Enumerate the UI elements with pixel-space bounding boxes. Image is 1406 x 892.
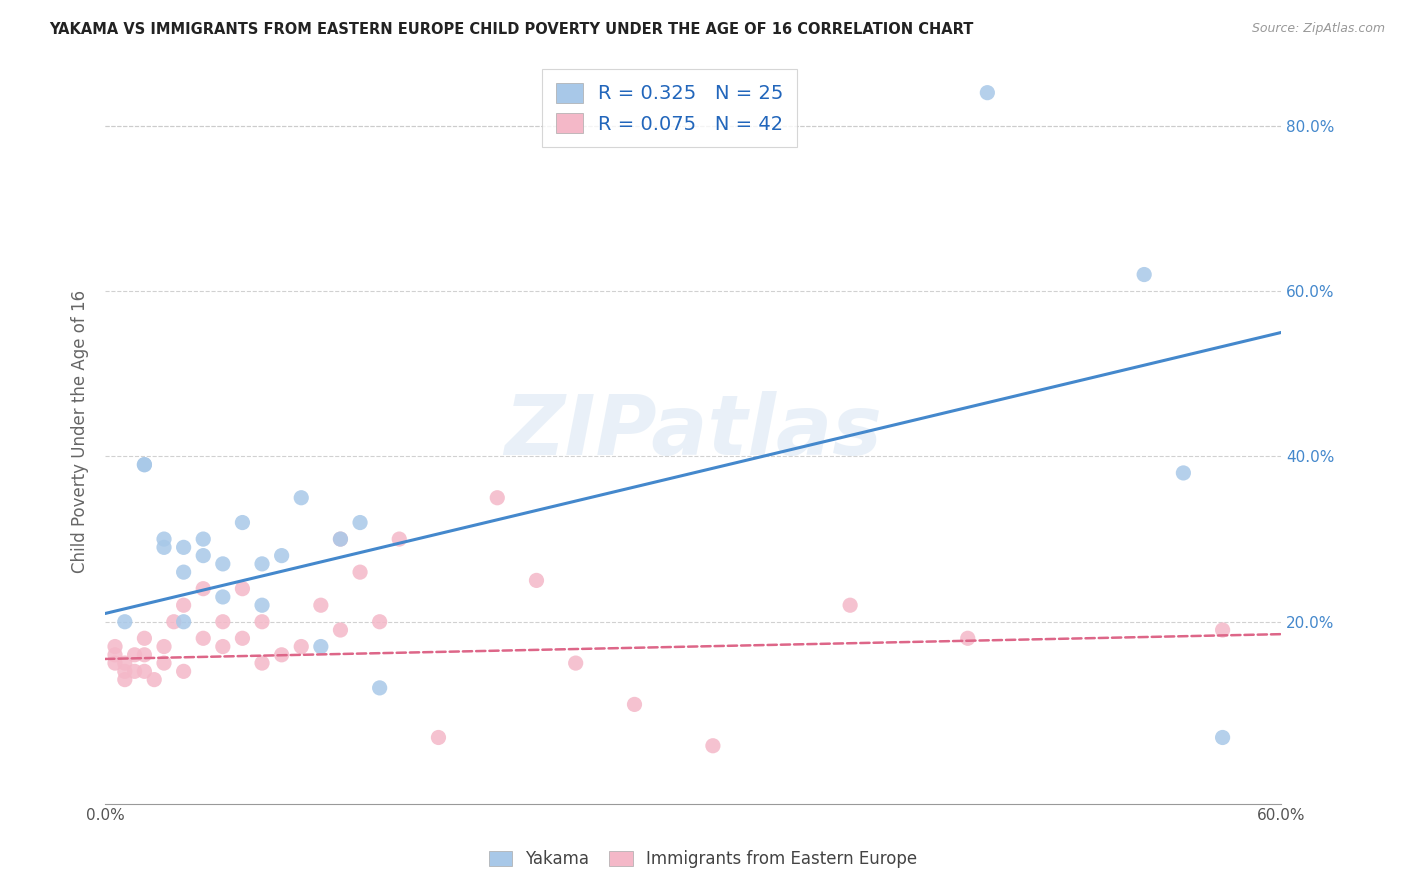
Point [564, 656, 586, 670]
Point [1133, 268, 1156, 282]
Point [211, 640, 233, 654]
Point [134, 648, 156, 662]
Point [114, 615, 136, 629]
Point [309, 598, 332, 612]
Point [114, 673, 136, 687]
Point [153, 541, 176, 555]
Point [211, 615, 233, 629]
Text: ZIPatlas: ZIPatlas [505, 391, 882, 472]
Point [134, 458, 156, 472]
Point [134, 458, 156, 472]
Point [134, 632, 156, 646]
Point [163, 615, 186, 629]
Point [193, 532, 215, 546]
Point [231, 516, 253, 530]
Point [211, 557, 233, 571]
Legend: R = 0.325   N = 25, R = 0.075   N = 42: R = 0.325 N = 25, R = 0.075 N = 42 [543, 70, 797, 147]
Point [623, 698, 645, 712]
Point [250, 615, 273, 629]
Point [114, 656, 136, 670]
Point [329, 532, 352, 546]
Point [173, 565, 195, 579]
Point [193, 582, 215, 596]
Point [290, 640, 312, 654]
Legend: Yakama, Immigrants from Eastern Europe: Yakama, Immigrants from Eastern Europe [482, 844, 924, 875]
Point [349, 516, 371, 530]
Point [309, 640, 332, 654]
Point [104, 648, 127, 662]
Text: Source: ZipAtlas.com: Source: ZipAtlas.com [1251, 22, 1385, 36]
Point [231, 582, 253, 596]
Point [290, 491, 312, 505]
Point [270, 648, 292, 662]
Point [143, 673, 166, 687]
Point [976, 86, 998, 100]
Point [124, 648, 146, 662]
Point [250, 598, 273, 612]
Point [250, 656, 273, 670]
Point [1173, 466, 1195, 480]
Point [153, 656, 176, 670]
Point [388, 532, 411, 546]
Point [270, 549, 292, 563]
Point [1212, 731, 1234, 745]
Point [124, 665, 146, 679]
Point [173, 615, 195, 629]
Point [1212, 623, 1234, 637]
Point [231, 632, 253, 646]
Point [702, 739, 724, 753]
Point [153, 640, 176, 654]
Point [486, 491, 509, 505]
Point [956, 632, 979, 646]
Text: YAKAMA VS IMMIGRANTS FROM EASTERN EUROPE CHILD POVERTY UNDER THE AGE OF 16 CORRE: YAKAMA VS IMMIGRANTS FROM EASTERN EUROPE… [49, 22, 973, 37]
Point [250, 557, 273, 571]
Point [349, 565, 371, 579]
Y-axis label: Child Poverty Under the Age of 16: Child Poverty Under the Age of 16 [72, 290, 89, 574]
Point [104, 640, 127, 654]
Point [153, 532, 176, 546]
Point [193, 549, 215, 563]
Point [329, 532, 352, 546]
Point [104, 656, 127, 670]
Point [329, 623, 352, 637]
Point [173, 598, 195, 612]
Point [173, 541, 195, 555]
Point [134, 665, 156, 679]
Point [427, 731, 450, 745]
Point [114, 665, 136, 679]
Point [211, 590, 233, 604]
Point [839, 598, 862, 612]
Point [193, 632, 215, 646]
Point [173, 665, 195, 679]
Point [368, 681, 391, 695]
Point [368, 615, 391, 629]
Point [526, 574, 548, 588]
